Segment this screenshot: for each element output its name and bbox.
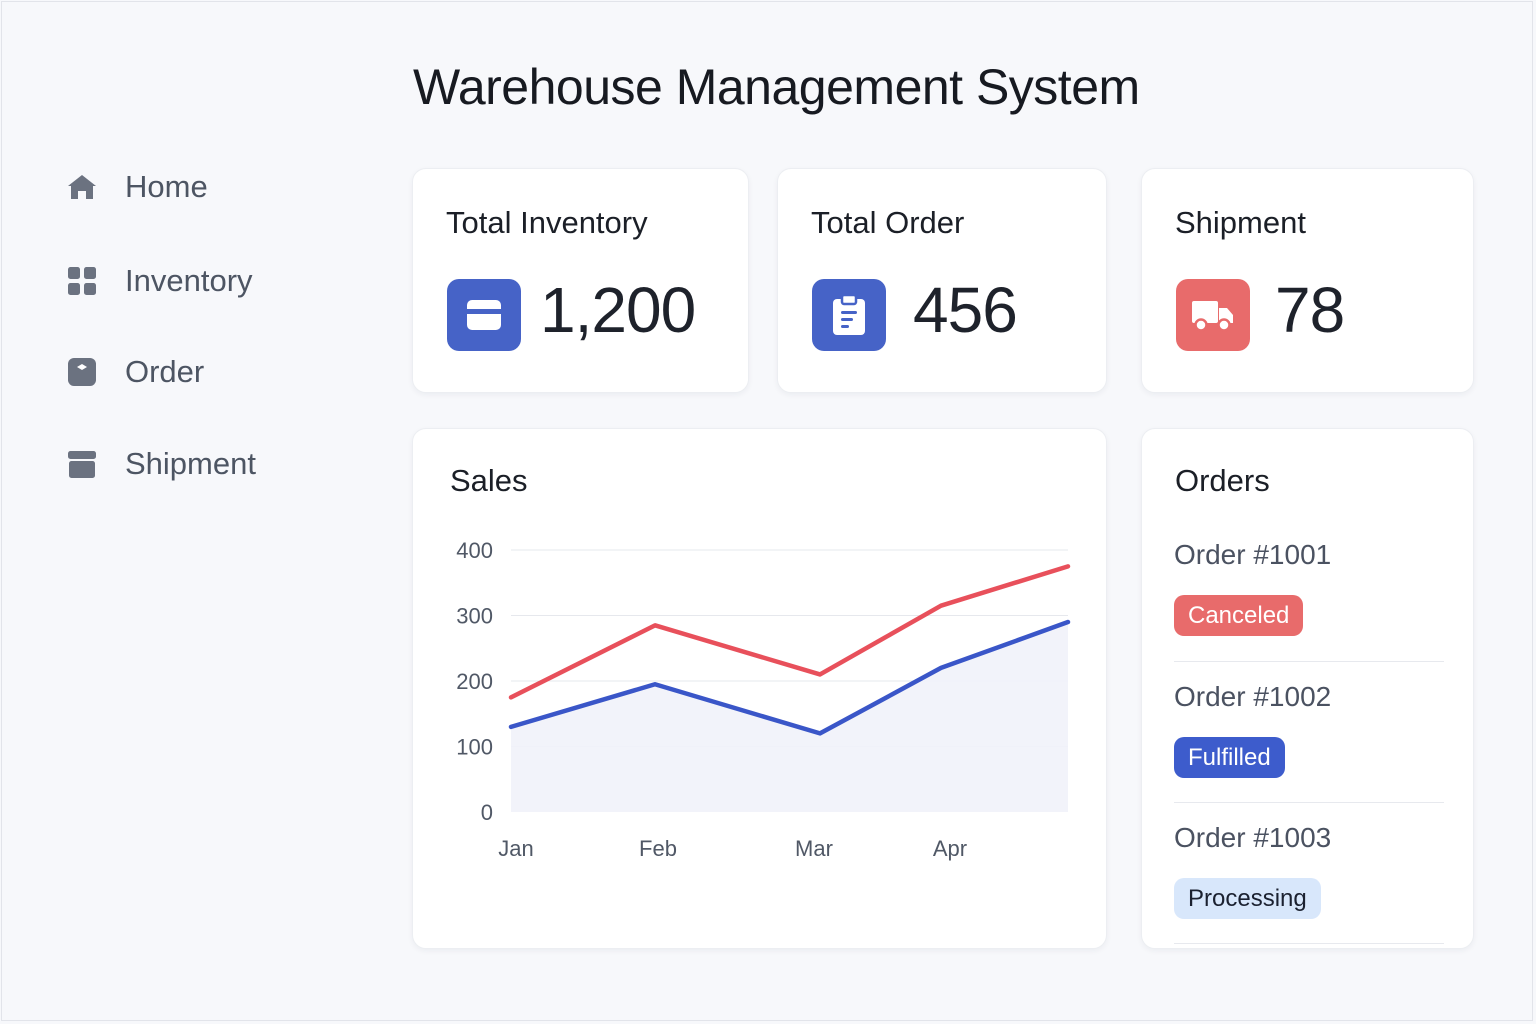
stat-card-total-order: Total Order 456 xyxy=(777,168,1107,393)
sidebar-item-order[interactable]: Order xyxy=(66,347,204,397)
sales-line-chart: 0 100 200 300 400 Jan Feb Mar Apr xyxy=(456,538,1071,861)
archive-icon xyxy=(66,448,98,480)
page-title: Warehouse Management System xyxy=(413,59,1140,115)
box-icon xyxy=(66,356,98,388)
card-icon xyxy=(447,279,521,351)
y-tick-label: 200 xyxy=(456,669,493,694)
y-tick-label: 400 xyxy=(456,538,493,563)
sidebar-item-label: Shipment xyxy=(125,446,256,481)
grid-icon xyxy=(66,265,98,297)
series-area xyxy=(511,622,1068,812)
stat-card-total-inventory: Total Inventory 1,200 xyxy=(412,168,749,393)
clipboard-icon xyxy=(812,279,886,351)
sidebar-item-label: Inventory xyxy=(125,263,253,298)
stat-title: Shipment xyxy=(1175,205,1306,240)
x-tick-label: Jan xyxy=(498,836,533,861)
stat-title: Total Inventory xyxy=(446,205,648,240)
x-tick-label: Feb xyxy=(639,836,677,861)
stat-card-shipment: Shipment 78 xyxy=(1141,168,1474,393)
status-badge: Processing xyxy=(1174,878,1321,919)
stat-value: 456 xyxy=(913,274,1018,346)
stat-title: Total Order xyxy=(811,205,965,240)
order-name: Order #1002 xyxy=(1174,681,1332,712)
divider xyxy=(1174,802,1444,803)
orders-card: Orders Order #1001 Canceled Order #1002 … xyxy=(1141,428,1474,949)
y-tick-label: 0 xyxy=(481,800,493,825)
status-badge: Canceled xyxy=(1174,595,1304,636)
order-name: Order #1003 xyxy=(1174,822,1332,853)
y-tick-label: 300 xyxy=(456,604,493,629)
y-tick-label: 100 xyxy=(456,735,493,760)
status-badge: Fulfilled xyxy=(1174,737,1285,778)
sidebar-item-label: Home xyxy=(125,169,208,204)
series-line-1 xyxy=(508,564,1071,700)
order-name: Order #1001 xyxy=(1174,539,1332,570)
sidebar-item-shipment[interactable]: Shipment xyxy=(66,439,256,489)
series-line-2 xyxy=(508,619,1071,736)
sales-title: Sales xyxy=(450,463,528,498)
stat-value: 78 xyxy=(1275,274,1345,346)
sidebar-item-inventory[interactable]: Inventory xyxy=(66,256,253,306)
sales-chart-card: Sales 0 100 200 300 400 Jan Feb Mar Apr xyxy=(412,428,1107,949)
truck-icon xyxy=(1176,279,1250,351)
stat-value: 1,200 xyxy=(540,274,696,346)
orders-title: Orders xyxy=(1175,463,1270,498)
divider xyxy=(1174,661,1444,662)
x-tick-label: Mar xyxy=(795,836,833,861)
x-tick-label: Apr xyxy=(933,836,967,861)
divider xyxy=(1174,943,1444,944)
home-icon xyxy=(66,171,98,203)
sidebar-item-home[interactable]: Home xyxy=(66,162,208,212)
sidebar-item-label: Order xyxy=(125,354,205,389)
